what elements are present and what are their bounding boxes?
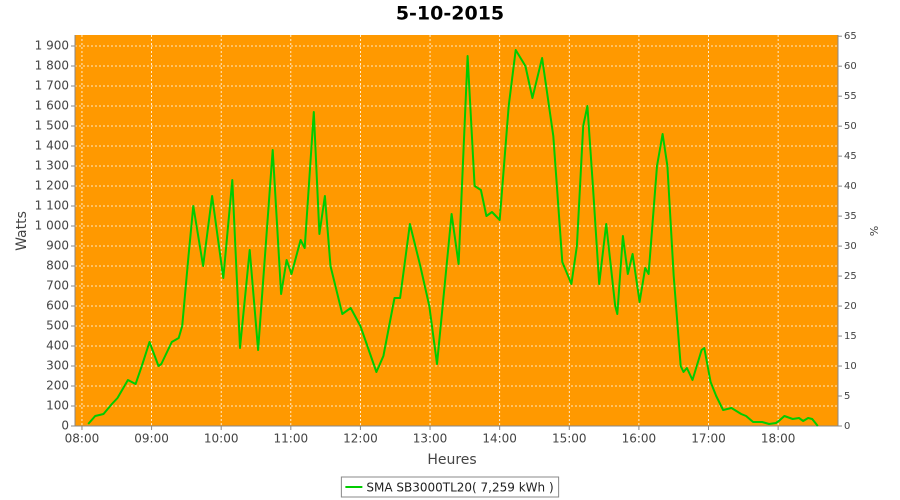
legend-box [340, 476, 560, 498]
y-tick-label: 1 800 [35, 59, 69, 73]
y2-tick-label: 25 [844, 271, 857, 282]
y2-tick-label: 35 [844, 211, 857, 222]
data-line [87, 49, 819, 427]
legend-label: SMA SB3000TL20( 7,259 kWh ) [366, 481, 553, 495]
y2-tick-label: 10 [844, 361, 857, 372]
y-tick-label: 1 500 [35, 119, 69, 133]
y-tick-label: 600 [46, 299, 69, 313]
y-tick-label: 1 700 [35, 79, 69, 93]
y-tick-label: 1 100 [35, 199, 69, 213]
y2-tick-label: 20 [844, 301, 857, 312]
y-tick-label: 1 400 [35, 139, 69, 153]
y-tick-label: 1 200 [35, 179, 69, 193]
y-tick-label: 400 [46, 339, 69, 353]
y2-tick-label: 0 [844, 421, 850, 432]
y-tick-label: 800 [46, 259, 69, 273]
legend: SMA SB3000TL20( 7,259 kWh ) [340, 476, 560, 498]
y2-tick-label: 40 [844, 181, 857, 192]
y-tick-label: 1 300 [35, 159, 69, 173]
x-tick-label: 18:00 [761, 432, 796, 446]
y-tick-label: 900 [46, 239, 69, 253]
y2-tick-label: 65 [844, 31, 857, 42]
x-tick-label: 11:00 [274, 432, 309, 446]
x-tick-label: 08:00 [65, 432, 100, 446]
chart-title: 5-10-2015 [396, 3, 504, 25]
y2-axis-label: % [867, 226, 880, 236]
y2-tick-label: 60 [844, 61, 857, 72]
x-tick-label: 13:00 [413, 432, 448, 446]
x-tick-label: 15:00 [552, 432, 587, 446]
y-tick-label: 200 [46, 379, 69, 393]
y-tick-label: 1 000 [35, 219, 69, 233]
y2-tick-label: 50 [844, 121, 857, 132]
x-tick-label: 14:00 [482, 432, 517, 446]
x-tick-label: 16:00 [622, 432, 657, 446]
y-tick-label: 1 600 [35, 99, 69, 113]
y2-tick-label: 15 [844, 331, 857, 342]
x-axis-label: Heures [427, 452, 476, 468]
y2-tick-label: 30 [844, 241, 857, 252]
x-tick-label: 17:00 [691, 432, 726, 446]
y2-tick-label: 45 [844, 151, 857, 162]
y-tick-label: 100 [46, 399, 69, 413]
y-tick-label: 1 900 [35, 39, 69, 53]
y-tick-label: 700 [46, 279, 69, 293]
x-tick-label: 09:00 [134, 432, 169, 446]
x-tick-label: 10:00 [204, 432, 239, 446]
y-tick-label: 0 [61, 419, 69, 433]
y2-tick-label: 5 [844, 391, 850, 402]
plot-area [75, 35, 838, 426]
y2-tick-label: 55 [844, 91, 857, 102]
x-tick-label: 12:00 [343, 432, 378, 446]
y-tick-label: 500 [46, 319, 69, 333]
y-tick-label: 300 [46, 359, 69, 373]
y-axis-label: Watts [14, 211, 30, 251]
